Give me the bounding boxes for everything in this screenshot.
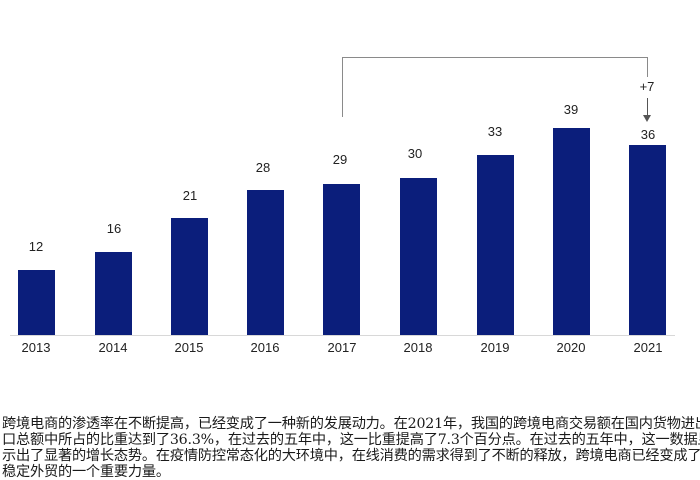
bracket-top	[342, 57, 648, 58]
arrow-down-icon	[643, 115, 651, 122]
x-tick-2020: 2020	[556, 340, 586, 355]
arrow-shaft	[647, 98, 648, 116]
value-label-2015: 21	[182, 188, 198, 203]
x-tick-2014: 2014	[98, 340, 128, 355]
x-tick-2016: 2016	[250, 340, 280, 355]
bracket-left-leg	[342, 57, 343, 117]
delta-label: +7	[639, 79, 655, 94]
bracket-right-leg	[647, 57, 648, 77]
x-axis-line	[10, 335, 675, 336]
x-tick-2021: 2021	[633, 340, 663, 355]
bar-2017	[323, 184, 360, 335]
bar-2018	[400, 178, 437, 335]
x-tick-2013: 2013	[21, 340, 51, 355]
x-tick-2017: 2017	[327, 340, 357, 355]
value-label-2021: 36	[640, 127, 656, 142]
value-label-2013: 12	[28, 239, 44, 254]
value-label-2019: 33	[487, 124, 503, 139]
description-paragraph: 跨境电商的渗透率在不断提高，已经变成了一种新的发展动力。在2021年，我国的跨境…	[2, 416, 700, 480]
value-label-2020: 39	[563, 102, 579, 117]
bar-2019	[477, 155, 514, 335]
value-label-2014: 16	[106, 221, 122, 236]
x-tick-2018: 2018	[403, 340, 433, 355]
bar-2014	[95, 252, 132, 335]
paragraph-line: 口总额中所占的比重达到了36.3%，在过去的五年中，这一比重提高了7.3个百分点…	[2, 432, 700, 448]
bar-2021	[629, 145, 666, 335]
bar-2020	[553, 128, 590, 335]
bar-chart: 12 16 21 28 29 30 33 39 36 2013 2014 201…	[10, 57, 675, 355]
x-tick-2015: 2015	[174, 340, 204, 355]
paragraph-line: 示出了显著的增长态势。在疫情防控常态化的大环境中，在线消费的需求得到了不断的释放…	[2, 448, 700, 464]
value-label-2016: 28	[255, 160, 271, 175]
bar-2013	[18, 270, 55, 335]
paragraph-line: 稳定外贸的一个重要力量。	[2, 464, 170, 480]
x-tick-2019: 2019	[480, 340, 510, 355]
bar-2016	[247, 190, 284, 335]
paragraph-line: 跨境电商的渗透率在不断提高，已经变成了一种新的发展动力。在2021年，我国的跨境…	[2, 416, 700, 432]
bar-2015	[171, 218, 208, 335]
value-label-2018: 30	[407, 146, 423, 161]
value-label-2017: 29	[332, 152, 348, 167]
